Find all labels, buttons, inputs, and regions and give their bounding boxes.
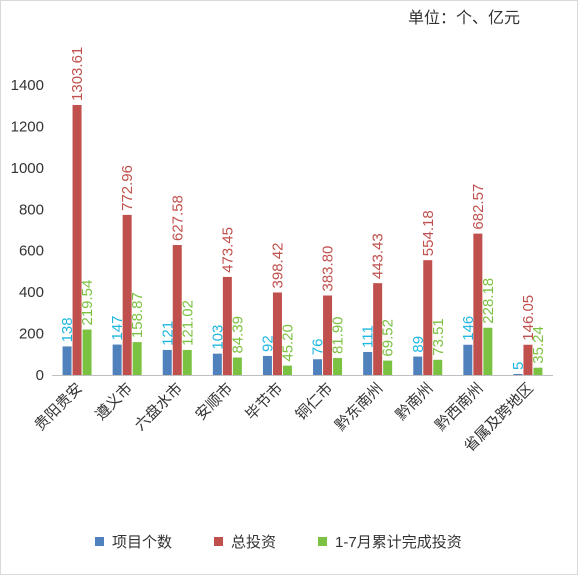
bar-0-8 <box>463 344 473 375</box>
data-label-2-6: 69.52 <box>380 319 397 357</box>
data-label-1-6: 443.43 <box>370 233 387 279</box>
data-label-2-5: 81.90 <box>330 316 347 354</box>
y-axis: 0 200 400 600 800 1000 1200 1400 <box>11 77 44 384</box>
data-label-0-3: 103 <box>209 325 226 350</box>
legend: 项目个数 总投资 1-7月累计完成投资 <box>95 531 504 552</box>
bar-0-3 <box>212 353 222 375</box>
y-tick-label: 1400 <box>11 77 44 94</box>
bar-2-7 <box>433 359 443 375</box>
bar-2-2 <box>182 349 192 375</box>
y-tick-label: 200 <box>19 326 44 343</box>
data-label-0-1: 147 <box>109 316 126 341</box>
data-label-2-8: 228.18 <box>480 278 497 324</box>
x-tick-label: 黔东南州 <box>332 380 386 434</box>
bar-1-9 <box>523 344 533 375</box>
data-label-1-9: 146.05 <box>520 295 537 341</box>
bar-1-0 <box>72 104 82 376</box>
bar-0-7 <box>413 356 423 375</box>
data-label-1-1: 772.96 <box>119 165 136 211</box>
legend-swatch <box>95 537 104 546</box>
bar-2-1 <box>132 342 142 375</box>
x-tick-label: 铜仁市 <box>293 380 337 424</box>
bar-1-2 <box>172 245 182 375</box>
data-label-2-4: 45.20 <box>279 324 296 362</box>
data-label-0-0: 138 <box>59 317 76 342</box>
bar-0-0 <box>62 346 72 375</box>
data-label-1-0: 1303.61 <box>69 47 86 101</box>
bar-1-3 <box>222 276 232 375</box>
x-tick-label: 六盘水市 <box>131 379 186 434</box>
data-label-2-0: 219.54 <box>79 280 96 326</box>
x-tick-label: 贵阳贵安 <box>31 380 85 434</box>
bar-0-5 <box>313 359 323 375</box>
legend-label: 项目个数 <box>112 534 173 551</box>
bar-1-1 <box>122 214 132 375</box>
bar-1-5 <box>323 295 333 375</box>
data-label-0-9: 5 <box>510 362 527 370</box>
data-label-0-8: 146 <box>460 316 477 341</box>
bar-0-4 <box>262 355 272 375</box>
data-label-0-5: 76 <box>310 339 327 356</box>
data-label-2-3: 84.39 <box>229 316 246 354</box>
bar-0-6 <box>363 352 373 375</box>
data-label-2-1: 158.87 <box>129 292 146 338</box>
x-tick-label: 黔南州 <box>393 380 437 424</box>
bar-2-8 <box>483 327 493 375</box>
unit-note: 单位：个、亿元 <box>408 10 521 27</box>
y-tick-label: 600 <box>19 243 44 260</box>
data-label-2-2: 121.02 <box>179 300 196 346</box>
legend-swatch <box>214 537 224 546</box>
data-label-1-8: 682.57 <box>470 184 487 230</box>
bar-2-5 <box>333 358 343 375</box>
bar-0-9 <box>513 373 523 375</box>
bar-0-2 <box>162 349 172 375</box>
bar-2-6 <box>383 360 393 375</box>
data-label-0-6: 111 <box>360 325 377 348</box>
data-label-0-7: 89 <box>410 336 427 353</box>
bar-2-0 <box>82 329 92 375</box>
legend-label: 总投资 <box>231 534 277 551</box>
y-tick-label: 0 <box>36 367 44 384</box>
data-label-1-7: 554.18 <box>420 210 437 256</box>
x-tick-label: 遵义市 <box>91 379 136 424</box>
bar-2-3 <box>232 357 242 375</box>
bars <box>62 104 543 376</box>
legend-label: 1-7月累计完成投资 <box>335 534 462 551</box>
bar-1-4 <box>272 292 282 375</box>
legend-item: 总投资 <box>214 531 276 552</box>
bar-1-8 <box>473 233 483 375</box>
bar-chart: 0 200 400 600 800 1000 1200 1400 138 1303.61 219.… <box>11 47 553 455</box>
bar-2-4 <box>282 365 292 375</box>
data-label-1-3: 473.45 <box>219 227 236 273</box>
legend-item: 1-7月累计完成投资 <box>318 531 462 552</box>
bar-1-6 <box>373 283 383 375</box>
data-label-0-4: 92 <box>259 335 276 352</box>
bar-0-1 <box>112 344 122 375</box>
data-label-2-7: 73.51 <box>430 318 447 356</box>
y-tick-label: 1000 <box>11 160 44 177</box>
data-labels: 138 1303.61 219.54 147 772.96 158.87 121 627.58… <box>59 47 547 370</box>
y-tick-label: 1200 <box>11 118 44 135</box>
x-tick-label: 安顺市 <box>192 380 236 424</box>
x-tick-label: 毕节市 <box>242 380 286 424</box>
data-label-2-9: 35.24 <box>530 326 547 364</box>
bar-1-7 <box>423 260 433 375</box>
y-tick-label: 800 <box>19 201 44 218</box>
data-label-1-2: 627.58 <box>169 195 186 241</box>
legend-swatch <box>318 537 328 546</box>
y-tick-label: 400 <box>19 284 44 301</box>
data-label-0-2: 121 <box>159 321 176 346</box>
bar-2-9 <box>533 367 543 375</box>
data-label-1-4: 398.42 <box>269 243 286 289</box>
legend-item: 项目个数 <box>95 531 172 552</box>
data-label-1-5: 383.80 <box>320 246 337 292</box>
